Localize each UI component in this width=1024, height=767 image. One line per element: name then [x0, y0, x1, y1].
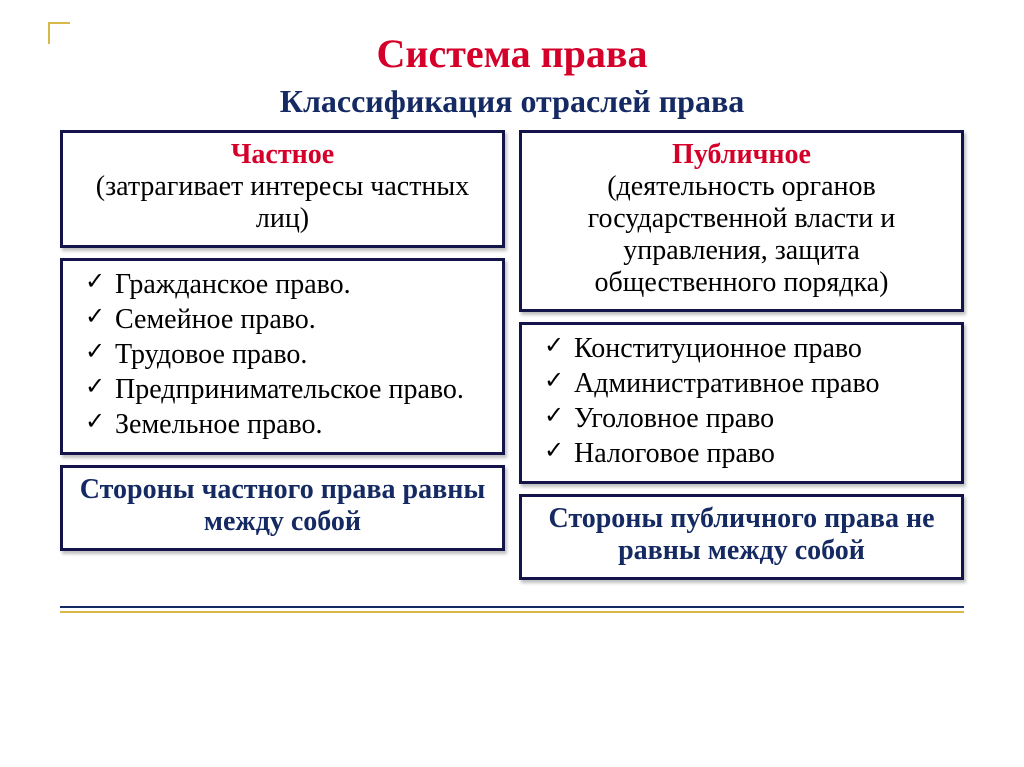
private-footer-text: Стороны частного права равны между собой: [80, 474, 485, 537]
list-item: Налоговое право: [542, 436, 947, 471]
list-item: Гражданское право.: [83, 267, 488, 302]
public-footer-text: Стороны публичного права не равны между …: [548, 503, 934, 566]
list-item: Предпринимательское право.: [83, 372, 488, 407]
list-item: Уголовное право: [542, 401, 947, 436]
page-title: Система права: [60, 30, 964, 77]
rule-blue: [60, 606, 964, 608]
private-label: Частное: [77, 139, 488, 171]
public-header-box: Публичное (деятельность органов государс…: [519, 130, 964, 312]
private-footer-box: Стороны частного права равны между собой: [60, 465, 505, 551]
private-list: Гражданское право. Семейное право. Трудо…: [77, 267, 488, 442]
public-footer-box: Стороны публичного права не равны между …: [519, 494, 964, 580]
public-list: Конституционное право Административное п…: [536, 331, 947, 471]
public-description: (деятельность органов государственной вл…: [536, 171, 947, 299]
page-subtitle: Классификация отраслей права: [60, 83, 964, 120]
bottom-rules: [60, 606, 964, 613]
list-item: Трудовое право.: [83, 337, 488, 372]
list-item: Конституционное право: [542, 331, 947, 366]
list-item: Земельное право.: [83, 407, 488, 442]
columns-container: Частное (затрагивает интересы частных ли…: [60, 130, 964, 580]
decorative-corner: [48, 22, 70, 44]
public-label: Публичное: [536, 139, 947, 171]
column-private: Частное (затрагивает интересы частных ли…: [60, 130, 505, 580]
list-item: Административное право: [542, 366, 947, 401]
column-public: Публичное (деятельность органов государс…: [519, 130, 964, 580]
public-list-box: Конституционное право Административное п…: [519, 322, 964, 484]
list-item: Семейное право.: [83, 302, 488, 337]
private-list-box: Гражданское право. Семейное право. Трудо…: [60, 258, 505, 455]
private-description: (затрагивает интересы частных лиц): [77, 171, 488, 235]
rule-gold: [60, 611, 964, 613]
private-header-box: Частное (затрагивает интересы частных ли…: [60, 130, 505, 248]
